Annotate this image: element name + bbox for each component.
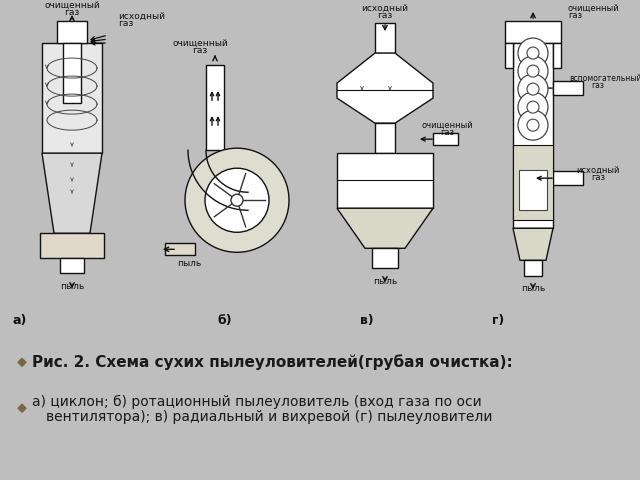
Circle shape (518, 74, 548, 104)
Text: газ: газ (440, 128, 454, 137)
Bar (519, 170, 547, 210)
Text: б): б) (218, 314, 232, 327)
Text: а): а) (13, 314, 27, 327)
Bar (165, 243, 195, 255)
Text: газ: газ (591, 81, 604, 90)
Text: газ: газ (193, 46, 207, 55)
Bar (57, 21, 87, 43)
Text: пыль: пыль (521, 284, 545, 293)
Circle shape (527, 65, 539, 77)
Polygon shape (18, 404, 26, 412)
Text: очищенный: очищенный (172, 38, 228, 48)
Text: исходный: исходный (362, 3, 408, 12)
Bar (42, 43, 102, 153)
Text: вспомогательный: вспомогательный (569, 73, 640, 83)
Text: Рис. 2. Схема сухих пылеуловителей(грубая очистка):: Рис. 2. Схема сухих пылеуловителей(груба… (32, 354, 513, 370)
Text: пыль: пыль (373, 277, 397, 286)
Text: очищенный: очищенный (568, 3, 620, 12)
Text: а) циклон; б) ротационный пылеуловитель (вход газа по оси: а) циклон; б) ротационный пылеуловитель … (32, 395, 482, 409)
Polygon shape (513, 228, 553, 260)
Circle shape (185, 148, 289, 252)
Circle shape (231, 194, 243, 206)
Text: в): в) (360, 314, 374, 327)
Bar (372, 248, 398, 268)
Bar (375, 23, 395, 53)
Bar (513, 43, 553, 228)
Text: газ: газ (378, 11, 392, 20)
Polygon shape (337, 53, 433, 123)
Text: исходный: исходный (576, 166, 620, 175)
Bar (63, 43, 81, 103)
Circle shape (527, 119, 539, 131)
Circle shape (527, 83, 539, 95)
Text: очищенный: очищенный (421, 120, 473, 130)
Circle shape (518, 92, 548, 122)
Bar (513, 145, 553, 220)
Text: газ: газ (65, 8, 79, 16)
Bar (375, 123, 395, 153)
Circle shape (527, 47, 539, 59)
Text: пыль: пыль (60, 282, 84, 291)
Polygon shape (337, 208, 433, 248)
Bar (505, 21, 561, 43)
Text: пыль: пыль (177, 259, 201, 268)
Bar (60, 258, 84, 273)
Circle shape (205, 168, 269, 232)
Bar (505, 43, 513, 68)
Bar (553, 171, 583, 185)
Text: газ: газ (568, 11, 582, 20)
Text: очищенный: очищенный (44, 0, 100, 10)
Polygon shape (42, 153, 102, 233)
Text: газ: газ (118, 19, 133, 27)
Bar (553, 81, 583, 95)
Text: исходный: исходный (118, 12, 165, 21)
Circle shape (518, 110, 548, 140)
Bar (40, 233, 104, 258)
Circle shape (527, 101, 539, 113)
Bar (206, 65, 224, 150)
Polygon shape (18, 359, 26, 366)
Bar (433, 133, 458, 145)
Bar (337, 153, 433, 208)
Text: вентилятора); в) радиальный и вихревой (г) пылеуловители: вентилятора); в) радиальный и вихревой (… (46, 410, 493, 424)
Circle shape (518, 38, 548, 68)
Text: газ: газ (591, 173, 605, 182)
Bar (524, 260, 542, 276)
Text: г): г) (492, 314, 504, 327)
Bar (553, 43, 561, 68)
Circle shape (518, 56, 548, 86)
